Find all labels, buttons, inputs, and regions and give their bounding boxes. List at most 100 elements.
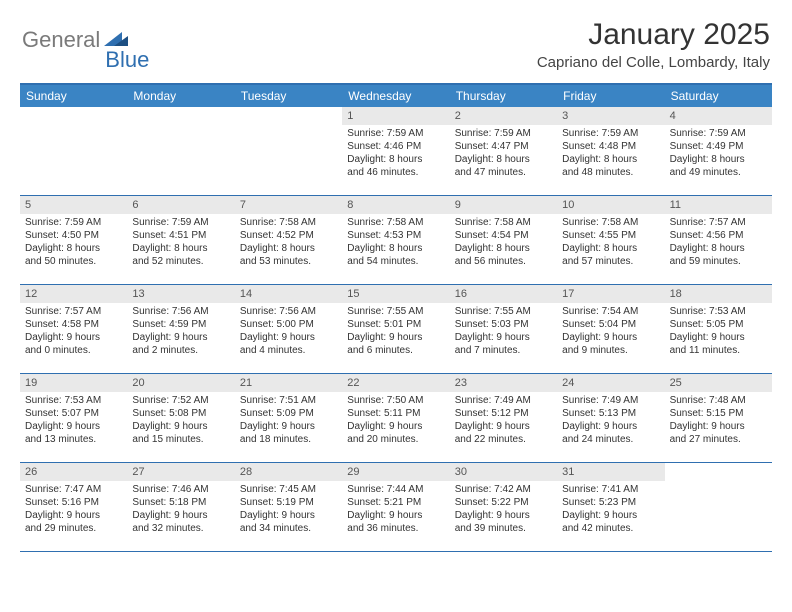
day-line: Sunrise: 7:45 AM — [240, 483, 337, 496]
day-line: Sunrise: 7:46 AM — [132, 483, 229, 496]
day-line: Daylight: 8 hours — [670, 242, 767, 255]
day-cell: 11Sunrise: 7:57 AMSunset: 4:56 PMDayligh… — [665, 196, 772, 284]
day-number: 25 — [665, 374, 772, 392]
day-content: Sunrise: 7:59 AMSunset: 4:47 PMDaylight:… — [450, 125, 557, 183]
day-number: 26 — [20, 463, 127, 481]
day-content: Sunrise: 7:58 AMSunset: 4:54 PMDaylight:… — [450, 214, 557, 272]
day-content: Sunrise: 7:53 AMSunset: 5:05 PMDaylight:… — [665, 303, 772, 361]
day-line: and 20 minutes. — [347, 433, 444, 446]
day-line: Daylight: 9 hours — [347, 331, 444, 344]
day-number: 13 — [127, 285, 234, 303]
day-line: Daylight: 8 hours — [347, 153, 444, 166]
day-cell: 5Sunrise: 7:59 AMSunset: 4:50 PMDaylight… — [20, 196, 127, 284]
day-line: Daylight: 9 hours — [562, 420, 659, 433]
day-line: Daylight: 9 hours — [132, 331, 229, 344]
day-content: Sunrise: 7:55 AMSunset: 5:03 PMDaylight:… — [450, 303, 557, 361]
day-content: Sunrise: 7:59 AMSunset: 4:48 PMDaylight:… — [557, 125, 664, 183]
day-line: Daylight: 9 hours — [25, 509, 122, 522]
day-line: Sunrise: 7:59 AM — [132, 216, 229, 229]
title-block: January 2025 Capriano del Colle, Lombard… — [537, 18, 770, 71]
day-line: and 34 minutes. — [240, 522, 337, 535]
day-number: 15 — [342, 285, 449, 303]
day-line: Sunrise: 7:44 AM — [347, 483, 444, 496]
day-cell — [665, 463, 772, 551]
day-line: Sunrise: 7:56 AM — [132, 305, 229, 318]
week-row: 1Sunrise: 7:59 AMSunset: 4:46 PMDaylight… — [20, 107, 772, 196]
day-line: Sunrise: 7:59 AM — [562, 127, 659, 140]
day-content: Sunrise: 7:57 AMSunset: 4:56 PMDaylight:… — [665, 214, 772, 272]
day-number: 3 — [557, 107, 664, 125]
day-line: Sunset: 4:51 PM — [132, 229, 229, 242]
day-cell: 2Sunrise: 7:59 AMSunset: 4:47 PMDaylight… — [450, 107, 557, 195]
day-number: 2 — [450, 107, 557, 125]
day-cell: 4Sunrise: 7:59 AMSunset: 4:49 PMDaylight… — [665, 107, 772, 195]
day-line: and 57 minutes. — [562, 255, 659, 268]
day-line: Sunset: 4:52 PM — [240, 229, 337, 242]
day-line: Sunrise: 7:55 AM — [455, 305, 552, 318]
week-row: 26Sunrise: 7:47 AMSunset: 5:16 PMDayligh… — [20, 463, 772, 552]
day-line: Sunset: 5:21 PM — [347, 496, 444, 509]
day-number: 21 — [235, 374, 342, 392]
day-line: Sunrise: 7:53 AM — [25, 394, 122, 407]
location-subtitle: Capriano del Colle, Lombardy, Italy — [537, 54, 770, 71]
day-line: Daylight: 9 hours — [455, 509, 552, 522]
day-line: and 32 minutes. — [132, 522, 229, 535]
day-line: Sunrise: 7:58 AM — [347, 216, 444, 229]
day-content: Sunrise: 7:59 AMSunset: 4:51 PMDaylight:… — [127, 214, 234, 272]
day-line: Daylight: 8 hours — [670, 153, 767, 166]
day-line: Daylight: 9 hours — [25, 331, 122, 344]
day-line: Sunrise: 7:52 AM — [132, 394, 229, 407]
day-cell: 1Sunrise: 7:59 AMSunset: 4:46 PMDaylight… — [342, 107, 449, 195]
day-line: and 22 minutes. — [455, 433, 552, 446]
day-content: Sunrise: 7:42 AMSunset: 5:22 PMDaylight:… — [450, 481, 557, 539]
day-cell: 28Sunrise: 7:45 AMSunset: 5:19 PMDayligh… — [235, 463, 342, 551]
day-cell: 19Sunrise: 7:53 AMSunset: 5:07 PMDayligh… — [20, 374, 127, 462]
day-line: Sunset: 4:50 PM — [25, 229, 122, 242]
day-content: Sunrise: 7:53 AMSunset: 5:07 PMDaylight:… — [20, 392, 127, 450]
day-line: Sunrise: 7:58 AM — [240, 216, 337, 229]
day-line: Daylight: 8 hours — [347, 242, 444, 255]
day-line: Sunset: 5:01 PM — [347, 318, 444, 331]
day-number: 8 — [342, 196, 449, 214]
day-line: and 0 minutes. — [25, 344, 122, 357]
day-line: and 56 minutes. — [455, 255, 552, 268]
day-line: and 9 minutes. — [562, 344, 659, 357]
day-number: 29 — [342, 463, 449, 481]
day-number: 9 — [450, 196, 557, 214]
week-row: 5Sunrise: 7:59 AMSunset: 4:50 PMDaylight… — [20, 196, 772, 285]
day-cell: 29Sunrise: 7:44 AMSunset: 5:21 PMDayligh… — [342, 463, 449, 551]
day-content: Sunrise: 7:59 AMSunset: 4:46 PMDaylight:… — [342, 125, 449, 183]
day-line: and 6 minutes. — [347, 344, 444, 357]
day-line: and 27 minutes. — [670, 433, 767, 446]
day-number: 31 — [557, 463, 664, 481]
day-line: Sunset: 4:59 PM — [132, 318, 229, 331]
day-line: and 39 minutes. — [455, 522, 552, 535]
day-line: Daylight: 9 hours — [455, 331, 552, 344]
day-line: Sunrise: 7:58 AM — [562, 216, 659, 229]
day-line: Sunrise: 7:54 AM — [562, 305, 659, 318]
day-line: Sunset: 4:48 PM — [562, 140, 659, 153]
day-line: Sunset: 4:46 PM — [347, 140, 444, 153]
day-header-row: SundayMondayTuesdayWednesdayThursdayFrid… — [20, 85, 772, 107]
day-cell: 18Sunrise: 7:53 AMSunset: 5:05 PMDayligh… — [665, 285, 772, 373]
day-line: and 49 minutes. — [670, 166, 767, 179]
day-line: and 24 minutes. — [562, 433, 659, 446]
day-line: and 13 minutes. — [25, 433, 122, 446]
day-line: Sunrise: 7:49 AM — [562, 394, 659, 407]
logo-text-blue: Blue — [105, 47, 149, 73]
day-line: Daylight: 8 hours — [455, 153, 552, 166]
day-header-cell: Friday — [557, 85, 664, 107]
day-line: and 53 minutes. — [240, 255, 337, 268]
day-line: Sunrise: 7:51 AM — [240, 394, 337, 407]
logo-text-general: General — [22, 27, 100, 53]
day-line: Sunrise: 7:42 AM — [455, 483, 552, 496]
day-line: Daylight: 9 hours — [347, 420, 444, 433]
day-cell: 24Sunrise: 7:49 AMSunset: 5:13 PMDayligh… — [557, 374, 664, 462]
day-content: Sunrise: 7:59 AMSunset: 4:49 PMDaylight:… — [665, 125, 772, 183]
day-line: Sunrise: 7:50 AM — [347, 394, 444, 407]
day-content: Sunrise: 7:58 AMSunset: 4:55 PMDaylight:… — [557, 214, 664, 272]
day-number: 12 — [20, 285, 127, 303]
logo: General Blue — [22, 18, 152, 62]
day-line: Sunset: 4:53 PM — [347, 229, 444, 242]
day-line: Sunset: 5:18 PM — [132, 496, 229, 509]
